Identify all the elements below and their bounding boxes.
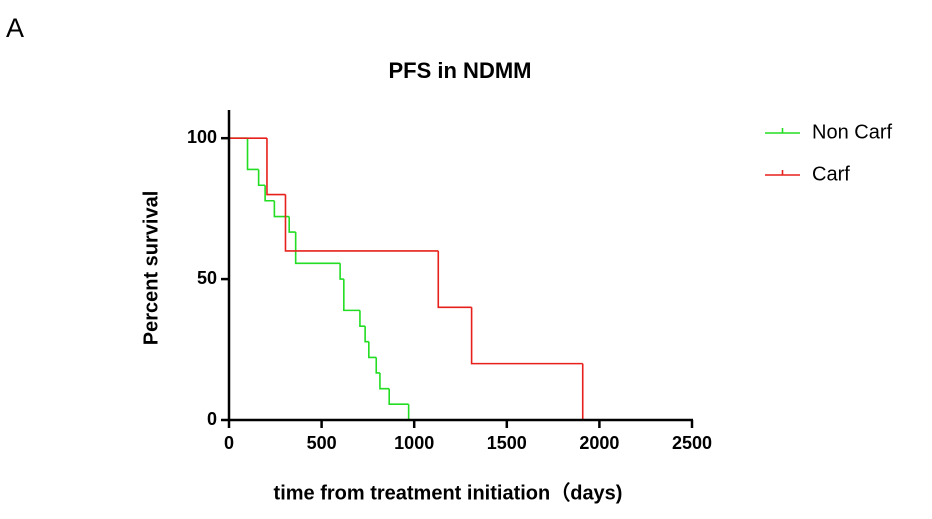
km-step [288,216,296,233]
km-step [257,169,266,187]
legend-label: Non Carf [812,121,892,143]
x-tick-label: 1000 [394,433,434,453]
km-step [246,138,259,171]
km-step [375,357,380,374]
x-tick-label: 2500 [672,433,712,453]
km-step [379,372,390,390]
km-step [437,250,472,309]
km-step [266,138,286,196]
y-tick-label: 100 [187,127,217,147]
km-step [339,263,344,280]
y-axis-title: Percent survival [140,191,162,346]
y-tick-label: 50 [197,268,217,288]
x-tick-label: 0 [224,433,234,453]
km-step [264,185,275,202]
x-tick-label: 500 [307,433,337,453]
legend-label: Carf [812,163,850,185]
km-step [364,326,369,343]
y-tick-label: 0 [207,409,217,429]
km-step [359,310,366,327]
km-step [470,307,583,365]
panel-label: A [6,13,24,43]
km-step [388,388,409,406]
km-step [343,279,360,312]
km-step [284,194,439,252]
km-step [294,232,341,265]
chart-title: PFS in NDMM [389,58,532,83]
x-axis-title: time from treatment initiation（days) [274,481,623,504]
x-tick-label: 2000 [579,433,619,453]
km-step [273,200,290,218]
km-step [368,341,377,359]
x-tick-label: 1500 [487,433,527,453]
